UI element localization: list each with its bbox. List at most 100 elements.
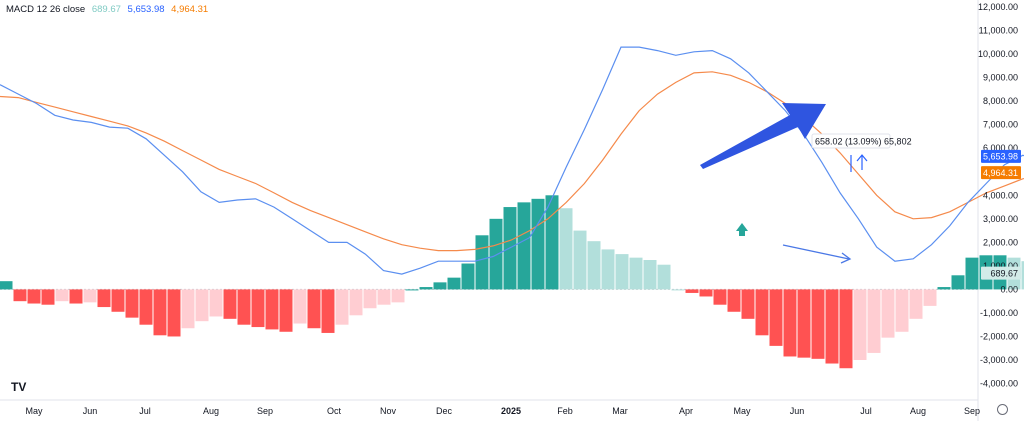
y-tick-label: -1,000.00 <box>980 308 1018 318</box>
signal-badge: 4,964.31 <box>983 168 1018 178</box>
histogram-bar <box>461 263 475 290</box>
y-tick-label: 4,000.00 <box>983 190 1018 200</box>
histogram-bar <box>741 289 755 319</box>
histogram-bar <box>811 289 825 359</box>
histogram-bar <box>125 289 139 318</box>
y-tick-label: 10,000.00 <box>978 49 1018 59</box>
annotations: 658.02 (13.09%) 65,802 <box>700 103 912 264</box>
histogram-bar <box>69 289 83 304</box>
legend-macd-value: 5,653.98 <box>127 4 165 15</box>
x-tick-label: Sep <box>964 406 980 416</box>
gear-icon[interactable] <box>997 404 1008 415</box>
histogram-bar <box>629 257 643 290</box>
histogram-bar <box>671 289 685 291</box>
y-tick-label: 9,000.00 <box>983 73 1018 83</box>
x-tick-label: Mar <box>612 406 628 416</box>
x-tick-label: Dec <box>436 406 453 416</box>
histogram-bar <box>601 249 615 290</box>
histogram-bar <box>755 289 769 336</box>
measure-label-box <box>811 133 891 149</box>
histogram-bar <box>713 289 727 305</box>
histogram-bar <box>377 289 391 305</box>
histogram-bar <box>559 208 573 290</box>
x-tick-label: Jul <box>139 406 151 416</box>
x-tick-label: May <box>25 406 43 416</box>
y-tick-label: 0.00 <box>1000 284 1018 294</box>
tradingview-logo[interactable]: TV <box>11 380 27 394</box>
histogram-bar <box>279 289 293 332</box>
x-tick-label: Nov <box>380 406 397 416</box>
x-tick-label: Aug <box>910 406 926 416</box>
histogram-bar <box>615 254 629 290</box>
histogram-bar <box>349 289 363 316</box>
measure-arrow-head <box>856 154 868 162</box>
y-tick-label: 8,000.00 <box>983 96 1018 106</box>
histogram-bar <box>13 289 27 302</box>
histogram-bar <box>825 289 839 364</box>
macd-badge: 5,653.98 <box>983 152 1018 162</box>
histogram-bar <box>769 289 783 346</box>
y-tick-label: 1,000.00 <box>983 261 1018 271</box>
x-tick-label: 2025 <box>501 406 521 416</box>
histogram-bar <box>895 289 909 332</box>
histogram-bar <box>517 202 531 290</box>
histogram-bar <box>41 289 55 305</box>
histogram-bar <box>531 198 545 290</box>
histogram-bar <box>881 289 895 338</box>
histogram-bar <box>223 289 237 319</box>
histogram-bar <box>111 289 125 312</box>
histogram-bar <box>545 195 559 290</box>
histogram-bar <box>139 289 153 325</box>
histogram-bar <box>937 287 951 290</box>
histogram-bar <box>307 289 321 329</box>
histogram-bar <box>335 289 349 325</box>
y-tick-label: 2,000.00 <box>983 237 1018 247</box>
histogram-bar <box>447 277 461 290</box>
up-arrow-marker <box>736 223 748 236</box>
histogram-bar <box>923 289 937 306</box>
histogram-bar <box>475 235 489 290</box>
histogram-bar <box>209 289 223 317</box>
histogram-bar <box>853 289 867 360</box>
y-tick-label: 6,000.00 <box>983 143 1018 153</box>
histogram-bar <box>153 289 167 336</box>
histogram-bar <box>587 241 601 290</box>
histogram-bar <box>363 289 377 309</box>
y-tick-label: -4,000.00 <box>980 379 1018 389</box>
histogram-bar <box>867 289 881 353</box>
histogram-bar <box>0 281 13 290</box>
histogram-bar <box>195 289 209 322</box>
legend: MACD 12 26 close 689.67 5,653.98 4,964.3… <box>6 4 212 15</box>
x-tick-label: Oct <box>327 406 342 416</box>
x-tick-label: Apr <box>679 406 693 416</box>
histogram-bar <box>727 289 741 312</box>
x-tick-label: Jun <box>83 406 98 416</box>
histogram-bar <box>965 257 979 290</box>
y-tick-label: -3,000.00 <box>980 355 1018 365</box>
histogram-bar <box>405 289 419 291</box>
legend-title: MACD 12 26 close <box>6 4 86 15</box>
histogram-bar <box>237 289 251 325</box>
histogram-bar <box>643 260 657 290</box>
hist-badge-bg <box>981 266 1021 280</box>
histogram <box>0 195 1024 369</box>
histogram-bar <box>83 289 97 303</box>
legend-hist-value: 689.67 <box>91 4 121 15</box>
histogram-bar <box>97 289 111 308</box>
hist-badge: 689.67 <box>990 268 1018 278</box>
y-tick-label: 3,000.00 <box>983 214 1018 224</box>
histogram-arrow <box>782 244 850 260</box>
x-tick-label: Feb <box>557 406 573 416</box>
histogram-bar <box>839 289 853 369</box>
histogram-bar <box>699 289 713 297</box>
grid <box>0 0 979 421</box>
signal-badge-bg <box>981 166 1021 180</box>
price-badges: 5,653.98 4,964.31 689.67 <box>981 149 1021 280</box>
histogram-bar <box>657 264 671 290</box>
y-tick-label: 7,000.00 <box>983 120 1018 130</box>
histogram-bar <box>909 289 923 319</box>
histogram-bar <box>265 289 279 330</box>
histogram-bar <box>573 230 587 290</box>
histogram-arrow-head <box>840 252 852 264</box>
